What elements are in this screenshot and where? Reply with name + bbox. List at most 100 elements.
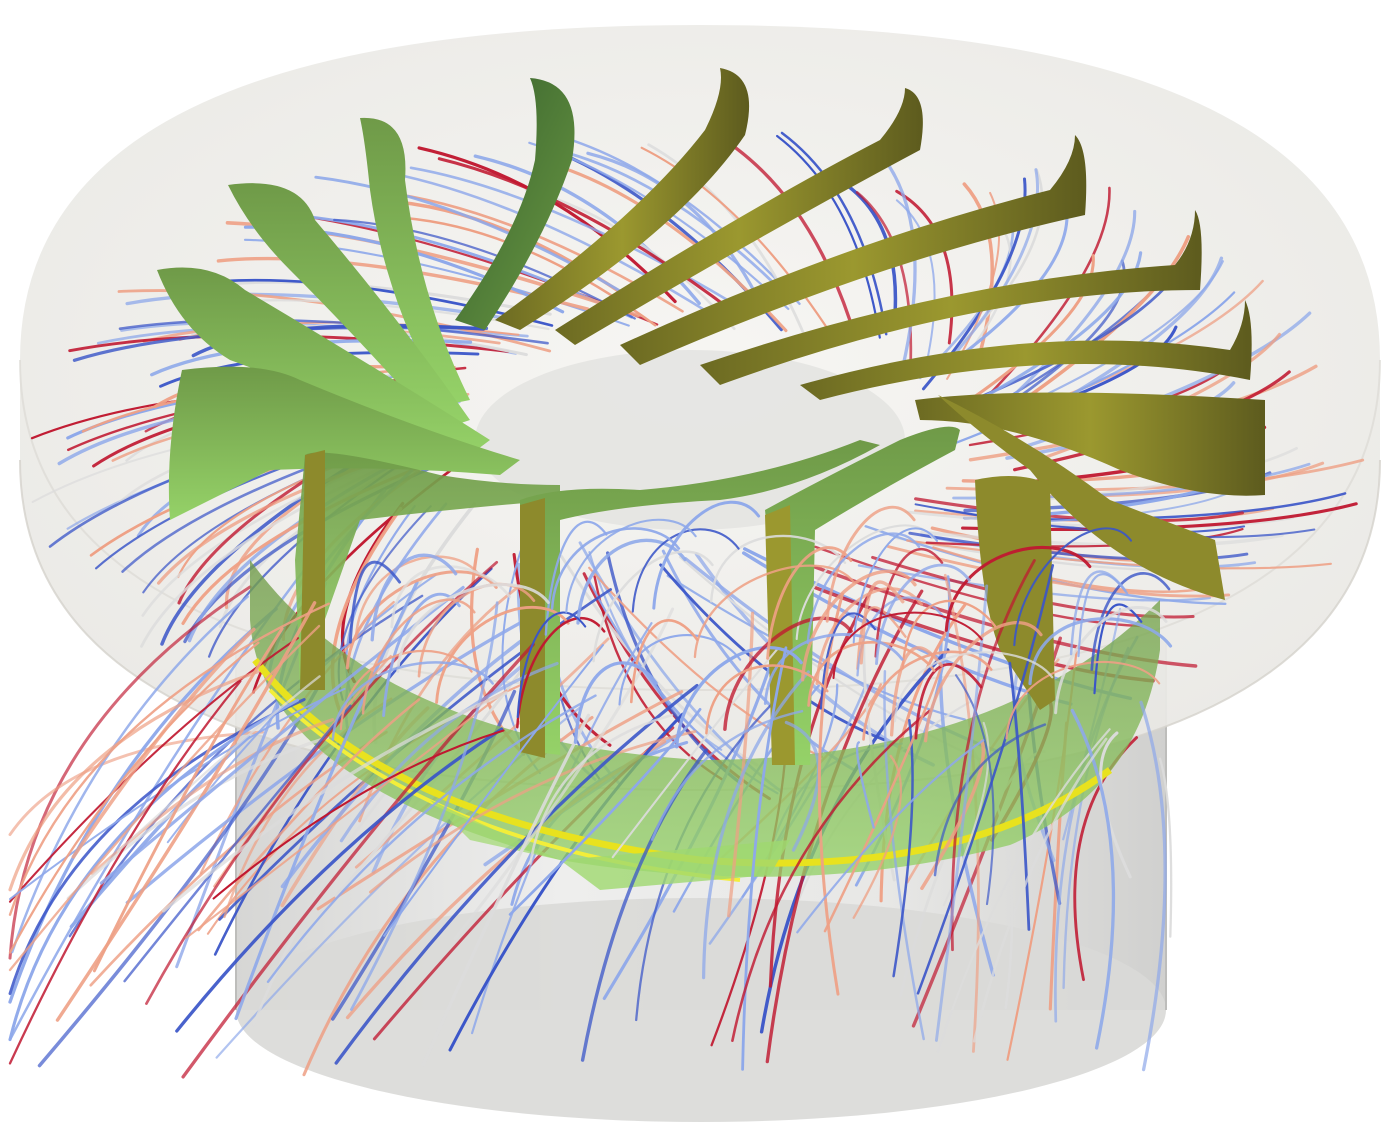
streamline <box>266 694 597 983</box>
streamline <box>710 534 847 603</box>
runner-blade <box>620 135 1087 365</box>
streamline <box>529 713 674 865</box>
streamline <box>331 661 494 741</box>
streamline <box>862 650 993 741</box>
runner-blade <box>295 452 560 690</box>
runner-blade <box>228 183 470 430</box>
streamline <box>852 754 902 919</box>
streamline <box>421 713 591 1067</box>
streamline <box>796 739 985 934</box>
streamline <box>1077 573 1129 658</box>
streamline <box>705 664 829 735</box>
streamline <box>354 555 482 641</box>
streamline <box>565 518 697 614</box>
streamline <box>936 728 1111 1053</box>
runner-blade <box>300 450 325 690</box>
streamline <box>1028 617 1173 686</box>
streamline <box>675 645 803 749</box>
streamline <box>369 730 697 894</box>
streamline <box>741 646 788 1071</box>
streamline <box>437 157 735 314</box>
streamline <box>932 546 1209 593</box>
runner-blade <box>520 440 880 755</box>
streamline <box>1054 606 1168 715</box>
streamline <box>806 532 921 645</box>
streamline <box>333 218 636 320</box>
streamline <box>650 709 804 841</box>
streamline <box>1158 757 1173 938</box>
streamline <box>936 168 1040 376</box>
streamline <box>417 582 536 678</box>
streamline <box>175 727 504 1033</box>
hub-opening <box>475 350 905 530</box>
streamline <box>933 723 1047 877</box>
streamline <box>889 646 944 737</box>
streamline <box>544 520 608 636</box>
runner-blade <box>555 88 923 345</box>
streamline <box>1013 527 1133 647</box>
runner-blade <box>700 210 1202 385</box>
streamline <box>693 564 856 659</box>
runner-blade <box>915 392 1265 496</box>
streamline <box>383 644 604 937</box>
runner-blade <box>938 395 1225 600</box>
streamline <box>345 570 498 670</box>
streamline <box>516 611 587 719</box>
streamline <box>652 500 761 610</box>
streamline <box>855 741 875 829</box>
streamline <box>125 292 523 323</box>
streamline <box>618 634 742 706</box>
streamline <box>1093 603 1143 695</box>
streamline <box>118 318 549 345</box>
streamline <box>886 544 1231 598</box>
streamline <box>370 553 458 642</box>
streamline <box>9 687 346 900</box>
streamline <box>776 134 881 339</box>
streamline <box>8 670 260 892</box>
streamline <box>145 560 499 1005</box>
streamline <box>66 735 330 901</box>
streamline <box>1139 700 1167 1072</box>
streamline <box>161 691 508 913</box>
streamline <box>780 131 888 336</box>
streamline <box>857 564 1211 602</box>
streamlines-front <box>8 500 1173 1079</box>
streamline <box>334 683 699 1065</box>
runner-blade <box>157 267 490 455</box>
streamline <box>212 729 505 900</box>
streamline <box>8 624 321 972</box>
streamline <box>856 606 907 670</box>
streamline <box>573 661 658 744</box>
streamline <box>950 559 1036 952</box>
streamline <box>800 569 917 682</box>
streamline <box>116 675 321 853</box>
streamline <box>348 560 402 644</box>
streamline <box>92 627 284 973</box>
runner-blades <box>157 68 1265 765</box>
streamline <box>859 580 905 665</box>
streamline <box>823 665 943 933</box>
streamline <box>916 564 1055 995</box>
streamline <box>361 598 476 715</box>
runner-blade <box>360 117 470 405</box>
streamline <box>723 616 853 731</box>
streamline <box>875 563 971 665</box>
streamline <box>631 528 740 613</box>
streamline <box>8 680 242 1065</box>
streamline <box>914 663 983 740</box>
streamline <box>1070 708 1116 1050</box>
streamline <box>508 707 702 916</box>
streamline <box>901 599 997 670</box>
runner-blade <box>765 426 960 765</box>
streamline <box>766 546 853 660</box>
streamline <box>972 737 1108 1043</box>
streamline <box>630 619 699 704</box>
streamline <box>924 621 1043 743</box>
streamline <box>37 685 320 1068</box>
streamline <box>8 585 252 960</box>
streamline <box>702 670 810 980</box>
runner-blade <box>520 498 545 758</box>
runner-blade <box>495 68 750 330</box>
streamline <box>550 527 681 610</box>
streamline <box>331 689 517 1021</box>
